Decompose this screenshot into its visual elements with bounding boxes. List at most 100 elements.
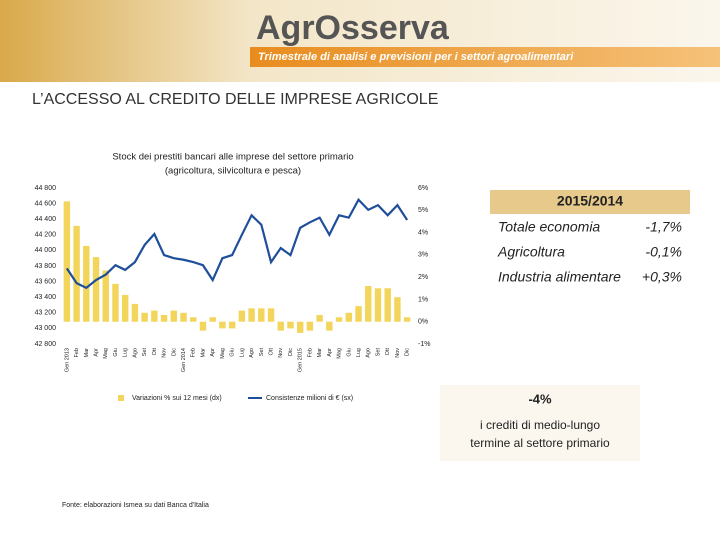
bar [141, 312, 148, 322]
bar [238, 310, 246, 322]
x-tick-label: Gen 2015 [298, 348, 304, 372]
bar [326, 321, 333, 331]
x-tick-label: Giu [346, 348, 352, 357]
source: Fonte: elaborazioni Ismea su dati Banca … [62, 502, 209, 509]
x-tick-label: Ago [132, 348, 138, 358]
bar [73, 225, 80, 322]
chart-title: Stock dei prestiti bancari alle imprese … [112, 152, 353, 163]
y-tick-label: 44 200 [35, 232, 57, 239]
panel-label: Agricoltura [497, 244, 565, 260]
y-tick-label: 43 200 [35, 310, 57, 317]
x-tick-label: Dic [405, 348, 411, 356]
x-tick-label: Ott [268, 348, 274, 356]
x-tick-label: Apr [327, 348, 333, 357]
bar [248, 308, 255, 322]
x-tick-label: Gen 2014 [181, 348, 187, 372]
x-tick-label: Gen 2013 [64, 348, 70, 372]
callout-box [440, 385, 640, 461]
y-tick-label: 44 400 [35, 216, 57, 223]
y2-tick-label: 6% [418, 185, 428, 192]
header-subtitle: Trimestrale di analisi e previsioni per … [258, 51, 574, 63]
x-tick-label: Dic [171, 348, 177, 356]
x-tick-label: Apr [93, 348, 99, 357]
x-tick-label: Mar [200, 348, 206, 358]
callout-text: i crediti di medio-lungo [480, 418, 600, 432]
bar [335, 317, 343, 322]
subtitle-band [250, 47, 720, 67]
y-tick-label: 43 600 [35, 278, 57, 285]
y-tick-label: 44 000 [35, 247, 57, 254]
bar [199, 321, 207, 331]
bar [228, 321, 236, 329]
bar [345, 312, 353, 322]
y-tick-label: 42 800 [35, 341, 57, 348]
x-tick-label: Ago [249, 348, 255, 358]
panel-header [490, 190, 690, 214]
bar [180, 312, 187, 322]
chart-area [22, 145, 430, 520]
slide-title: L’ACCESSO AL CREDITO DELLE IMPRESE AGRIC… [32, 91, 438, 108]
x-tick-label: Feb [74, 348, 80, 357]
y2-tick-label: 3% [418, 252, 428, 259]
x-tick-label: Dic [288, 348, 294, 356]
x-tick-label: Lug [239, 348, 245, 357]
y2-tick-label: -1% [418, 341, 430, 348]
x-tick-label: Lug [356, 348, 362, 357]
callout-text: termine al settore primario [470, 436, 610, 450]
bar [316, 315, 323, 322]
bar [121, 294, 129, 322]
x-tick-label: Giu [230, 348, 236, 357]
x-tick-label: Ago [366, 348, 372, 358]
bar [374, 288, 382, 322]
bar [306, 321, 314, 331]
x-tick-label: Feb [307, 348, 313, 357]
y2-tick-label: 5% [418, 207, 428, 214]
x-tick-label: Set [375, 348, 381, 357]
x-tick-label: Ott [152, 348, 158, 356]
bar [92, 257, 100, 322]
y-tick-label: 43 400 [35, 294, 57, 301]
y2-tick-label: 1% [418, 296, 428, 303]
chart-title: (agricoltura, silvicoltura e pesca) [165, 166, 301, 177]
panel-value: +0,3% [642, 269, 682, 285]
panel-label: Industria alimentare [498, 269, 621, 285]
x-tick-label: Lug [123, 348, 129, 357]
y2-tick-label: 2% [418, 274, 428, 281]
bar [102, 270, 109, 322]
y2-tick-label: 0% [418, 319, 428, 326]
bar [131, 303, 139, 322]
x-tick-label: Nov [278, 348, 284, 358]
bar [277, 321, 284, 331]
legend-label: Variazioni % sui 12 mesi (dx) [132, 395, 222, 402]
bar [160, 315, 168, 322]
y-tick-label: 44 600 [35, 200, 57, 207]
bar [190, 317, 197, 322]
bar [170, 310, 178, 322]
x-tick-label: Nov [162, 348, 168, 358]
bar [384, 288, 391, 322]
bar [209, 317, 216, 322]
bar [83, 245, 90, 322]
x-tick-label: Nov [395, 348, 401, 358]
line [65, 197, 409, 290]
x-tick-label: Apr [210, 348, 216, 357]
y-tick-label: 44 800 [35, 185, 57, 192]
bar [63, 201, 71, 322]
bar [365, 286, 372, 322]
bar [355, 306, 362, 322]
panel-value: -1,7% [645, 219, 682, 235]
y-tick-label: 43 000 [35, 325, 57, 332]
y2-tick-label: 4% [418, 229, 428, 236]
panel-title: 2015/2014 [557, 193, 623, 209]
bar [403, 317, 411, 322]
bar [287, 321, 294, 329]
bar [296, 321, 304, 333]
x-tick-label: Mar [317, 348, 323, 358]
x-tick-label: Set [142, 348, 148, 357]
x-tick-label: Giu [113, 348, 119, 357]
header-band [0, 0, 720, 82]
x-tick-label: Set [259, 348, 265, 357]
x-tick-label: Feb [191, 348, 197, 357]
logo: AgrOsserva [256, 9, 450, 47]
